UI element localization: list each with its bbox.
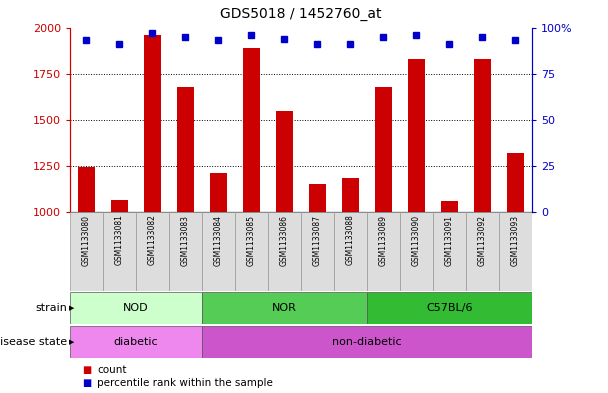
Bar [367, 292, 532, 324]
Text: GSM1133081: GSM1133081 [115, 215, 124, 265]
Bar [235, 212, 268, 291]
Bar [202, 212, 235, 291]
Text: GSM1133089: GSM1133089 [379, 215, 388, 266]
Text: ▶: ▶ [69, 339, 74, 345]
Bar [474, 59, 491, 212]
Bar [177, 86, 194, 212]
Bar [342, 178, 359, 212]
Text: C57BL/6: C57BL/6 [426, 303, 473, 313]
Bar [334, 212, 367, 291]
Text: ▶: ▶ [69, 305, 74, 311]
Text: GDS5018 / 1452760_at: GDS5018 / 1452760_at [220, 7, 382, 21]
Bar [103, 212, 136, 291]
Bar [268, 212, 301, 291]
Text: strain: strain [35, 303, 67, 313]
Bar [400, 212, 433, 291]
Text: ■: ■ [82, 378, 91, 388]
Text: diabetic: diabetic [114, 337, 158, 347]
Text: percentile rank within the sample: percentile rank within the sample [97, 378, 273, 388]
Bar [70, 292, 202, 324]
Bar [466, 212, 499, 291]
Bar [507, 153, 523, 212]
Bar [408, 59, 425, 212]
Bar [144, 35, 161, 212]
Bar [433, 212, 466, 291]
Text: disease state: disease state [0, 337, 67, 347]
Text: GSM1133092: GSM1133092 [478, 215, 487, 266]
Bar [243, 48, 260, 212]
Text: count: count [97, 365, 127, 375]
Text: GSM1133080: GSM1133080 [82, 215, 91, 266]
Bar [70, 212, 103, 291]
Bar [78, 167, 95, 212]
Bar [210, 173, 227, 212]
Bar [202, 292, 367, 324]
Bar [136, 212, 169, 291]
Bar [301, 212, 334, 291]
Bar [169, 212, 202, 291]
Text: NOR: NOR [272, 303, 297, 313]
Bar [441, 201, 458, 212]
Text: GSM1133085: GSM1133085 [247, 215, 256, 266]
Text: GSM1133088: GSM1133088 [346, 215, 355, 265]
Text: ■: ■ [82, 365, 91, 375]
Bar [276, 111, 292, 212]
Text: NOD: NOD [123, 303, 149, 313]
Bar [70, 326, 202, 358]
Bar [499, 212, 532, 291]
Bar [202, 326, 532, 358]
Bar [111, 200, 128, 212]
Bar [309, 184, 326, 212]
Text: GSM1133084: GSM1133084 [214, 215, 223, 266]
Bar [367, 212, 400, 291]
Text: GSM1133093: GSM1133093 [511, 215, 520, 266]
Text: GSM1133083: GSM1133083 [181, 215, 190, 266]
Text: GSM1133086: GSM1133086 [280, 215, 289, 266]
Bar [375, 86, 392, 212]
Text: GSM1133087: GSM1133087 [313, 215, 322, 266]
Text: GSM1133090: GSM1133090 [412, 215, 421, 266]
Text: GSM1133082: GSM1133082 [148, 215, 157, 265]
Text: non-diabetic: non-diabetic [332, 337, 402, 347]
Text: GSM1133091: GSM1133091 [445, 215, 454, 266]
